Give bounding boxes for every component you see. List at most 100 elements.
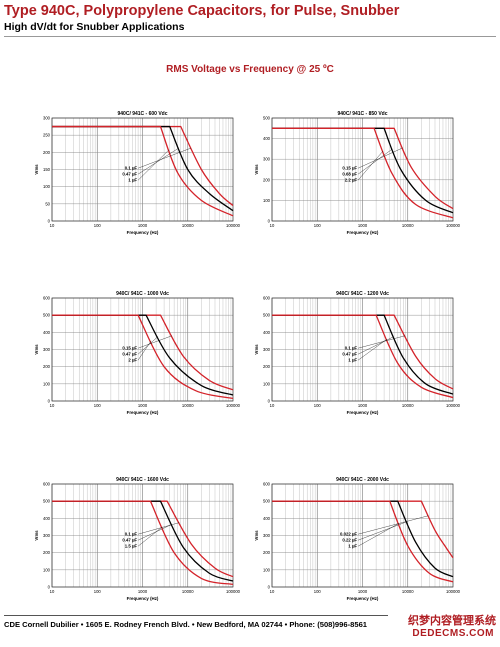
watermark: 织梦内容管理系统 DEDECMS.COM bbox=[388, 612, 498, 646]
leader-line bbox=[357, 523, 399, 547]
y-tick-label: 500 bbox=[43, 499, 51, 504]
series-label: 1 µF bbox=[128, 178, 137, 183]
y-axis-label: Vrms bbox=[254, 164, 259, 175]
y-tick-label: 200 bbox=[43, 364, 51, 369]
y-tick-label: 500 bbox=[263, 499, 271, 504]
x-tick-label: 1000 bbox=[138, 589, 148, 594]
series-line bbox=[272, 500, 454, 583]
x-axis-label: Frequency (Hz) bbox=[347, 596, 379, 601]
series-label: 0.022 µF bbox=[340, 532, 357, 537]
series-labels: 0.1 µF0.47 µF1.5 µF bbox=[122, 522, 180, 549]
y-tick-label: 150 bbox=[43, 167, 51, 172]
y-tick-label: 100 bbox=[263, 567, 271, 572]
y-axis-label: Vrms bbox=[254, 530, 259, 541]
y-tick-label: 200 bbox=[43, 550, 51, 555]
x-tick-label: 1000 bbox=[358, 589, 368, 594]
plot-frame bbox=[51, 117, 234, 222]
chart-svg: 940C/ 941C - 1000 Vdc 0 100 200 300 400 500 600… bbox=[34, 291, 241, 415]
x-tick-label: 100 bbox=[314, 403, 322, 408]
leader-line bbox=[357, 150, 384, 181]
chart-title: 940C/ 941C - 2000 Vdc bbox=[336, 477, 389, 483]
leader-line bbox=[358, 335, 405, 349]
y-tick-label: 300 bbox=[263, 533, 271, 538]
leader-line bbox=[137, 340, 152, 361]
x-axis-label: Frequency (Hz) bbox=[347, 230, 379, 235]
page-subtitle: High dV/dt for Snubber Applications bbox=[4, 21, 185, 33]
leader-line bbox=[138, 335, 172, 349]
x-tick-label: 10000 bbox=[402, 223, 414, 228]
y-tick-label: 50 bbox=[45, 201, 50, 206]
leader-line bbox=[138, 522, 180, 535]
header-divider bbox=[4, 36, 496, 37]
x-tick-label: 10 bbox=[270, 589, 275, 594]
chart-title: 940C/ 941C - 600 Vdc bbox=[117, 111, 167, 117]
x-tick-label: 10000 bbox=[402, 589, 414, 594]
chart-svg: 940C/ 941C - 1600 Vdc 0 100 200 300 400 500 600… bbox=[34, 477, 241, 601]
series-label: 2 µF bbox=[128, 358, 137, 363]
series-label: 0.22 µF bbox=[342, 538, 357, 543]
leader-line bbox=[358, 521, 407, 541]
x-tick-label: 1000 bbox=[358, 223, 368, 228]
series-label: 0.47 µF bbox=[122, 352, 137, 357]
series-line bbox=[52, 125, 234, 207]
x-tick-label: 100 bbox=[94, 223, 102, 228]
watermark-line1: 织梦内容管理系统 bbox=[408, 614, 496, 627]
x-tick-label: 10000 bbox=[402, 403, 414, 408]
series-labels: 0.022 µF0.22 µF1 µF bbox=[340, 515, 429, 549]
y-tick-label: 100 bbox=[43, 381, 51, 386]
y-tick-label: 250 bbox=[43, 133, 51, 138]
series-line bbox=[272, 500, 454, 559]
series-line bbox=[52, 314, 234, 396]
x-tick-label: 10 bbox=[50, 223, 55, 228]
footer-address: CDE Cornell Dubilier • 1605 E. Rodney Fr… bbox=[4, 620, 368, 629]
series-labels: 0.1 µF0.47 µF1 µF bbox=[342, 335, 405, 363]
y-tick-label: 300 bbox=[263, 347, 271, 352]
y-tick-label: 0 bbox=[48, 585, 51, 590]
page-title: Type 940C, Polypropylene Capacitors, for… bbox=[4, 3, 400, 19]
series-group bbox=[272, 500, 454, 583]
chart-svg: 940C/ 941C - 850 Vdc 0 100 200 300 400 500 10 10… bbox=[254, 111, 461, 235]
series-label: 1.5 µF bbox=[125, 544, 138, 549]
y-tick-label: 0 bbox=[268, 219, 271, 224]
plot-frame bbox=[51, 297, 234, 402]
y-axis-label: Vrms bbox=[254, 344, 259, 355]
x-tick-label: 10000 bbox=[182, 223, 194, 228]
series-label: 0.1 µF bbox=[125, 532, 138, 537]
x-axis-label: Frequency (Hz) bbox=[127, 410, 159, 415]
x-tick-label: 100 bbox=[94, 589, 102, 594]
x-tick-label: 100000 bbox=[226, 223, 241, 228]
y-tick-label: 100 bbox=[263, 381, 271, 386]
plot-frame bbox=[51, 483, 234, 588]
series-label: 0.1 µF bbox=[345, 346, 358, 351]
y-tick-label: 600 bbox=[43, 296, 51, 301]
series-line bbox=[272, 314, 454, 399]
series-line bbox=[272, 127, 454, 214]
y-tick-label: 0 bbox=[268, 399, 271, 404]
chart-600vdc: 940C/ 941C - 600 Vdc 0 50 100 150 200 250 300 10… bbox=[30, 108, 241, 243]
series-group bbox=[272, 314, 454, 399]
y-tick-label: 400 bbox=[43, 330, 51, 335]
y-tick-label: 300 bbox=[43, 347, 51, 352]
leader-line bbox=[358, 515, 429, 535]
chart-850vdc: 940C/ 941C - 850 Vdc 0 100 200 300 400 500 10 10… bbox=[250, 108, 461, 243]
x-tick-label: 10000 bbox=[182, 589, 194, 594]
y-tick-label: 200 bbox=[43, 150, 51, 155]
x-axis-label: Frequency (Hz) bbox=[127, 596, 159, 601]
x-tick-label: 10 bbox=[270, 403, 275, 408]
series-line bbox=[52, 314, 234, 400]
x-axis-label: Frequency (Hz) bbox=[127, 230, 159, 235]
leader-line bbox=[357, 147, 403, 169]
y-tick-label: 0 bbox=[268, 585, 271, 590]
series-line bbox=[52, 314, 234, 391]
chart-1600vdc: 940C/ 941C - 1600 Vdc 0 100 200 300 400 500 600… bbox=[30, 474, 241, 609]
y-tick-label: 400 bbox=[263, 136, 271, 141]
y-tick-label: 300 bbox=[43, 116, 51, 121]
grid bbox=[51, 483, 233, 588]
leader-line bbox=[137, 147, 179, 175]
y-tick-label: 500 bbox=[263, 116, 271, 121]
chart-1000vdc: 940C/ 941C - 1000 Vdc 0 100 200 300 400 500 600… bbox=[30, 288, 241, 423]
chart-svg: 940C/ 941C - 600 Vdc 0 50 100 150 200 250 300 10… bbox=[34, 111, 241, 235]
plot-frame bbox=[271, 483, 454, 588]
y-tick-label: 600 bbox=[263, 482, 271, 487]
series-label: 0.15 µF bbox=[342, 166, 357, 171]
